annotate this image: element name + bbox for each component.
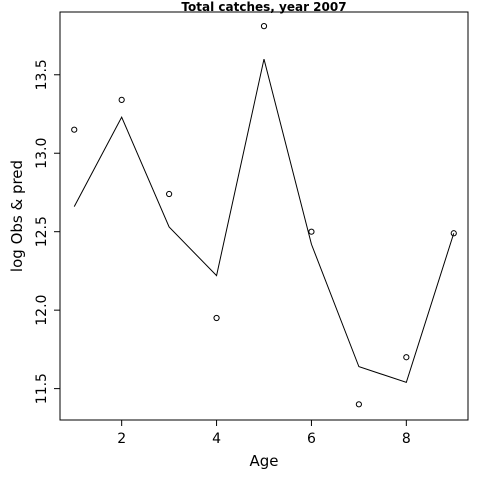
y-tick-label: 11.5 [34,373,50,404]
x-tick-label: 4 [212,431,221,447]
x-tick-label: 2 [117,431,126,447]
y-tick-label: 13.5 [34,59,50,90]
observed-point [450,230,457,237]
x-tick-label: 6 [307,431,316,447]
observed-point [118,96,125,103]
observed-point [308,228,315,235]
y-tick-label: 12.5 [34,216,50,247]
observed-point [355,401,362,408]
y-axis: 11.5 12.0 12.5 13.0 13.5 [34,59,61,404]
y-tick-label: 13.0 [34,138,50,169]
observed-point [71,126,78,133]
observed-point [403,354,410,361]
y-axis-label: log Obs & pred [8,160,26,272]
x-axis: 2 4 6 8 [117,419,411,447]
plot-frame [59,11,469,421]
x-tick-label: 8 [402,431,411,447]
chart-title: Total catches, year 2007 [181,0,346,14]
predicted-line [73,58,455,383]
observed-point [260,23,268,30]
observed-point [213,314,220,322]
observed-point [166,190,173,198]
y-tick-label: 12.0 [34,295,50,326]
series-layer [71,23,457,408]
x-axis-label: Age [249,452,278,470]
